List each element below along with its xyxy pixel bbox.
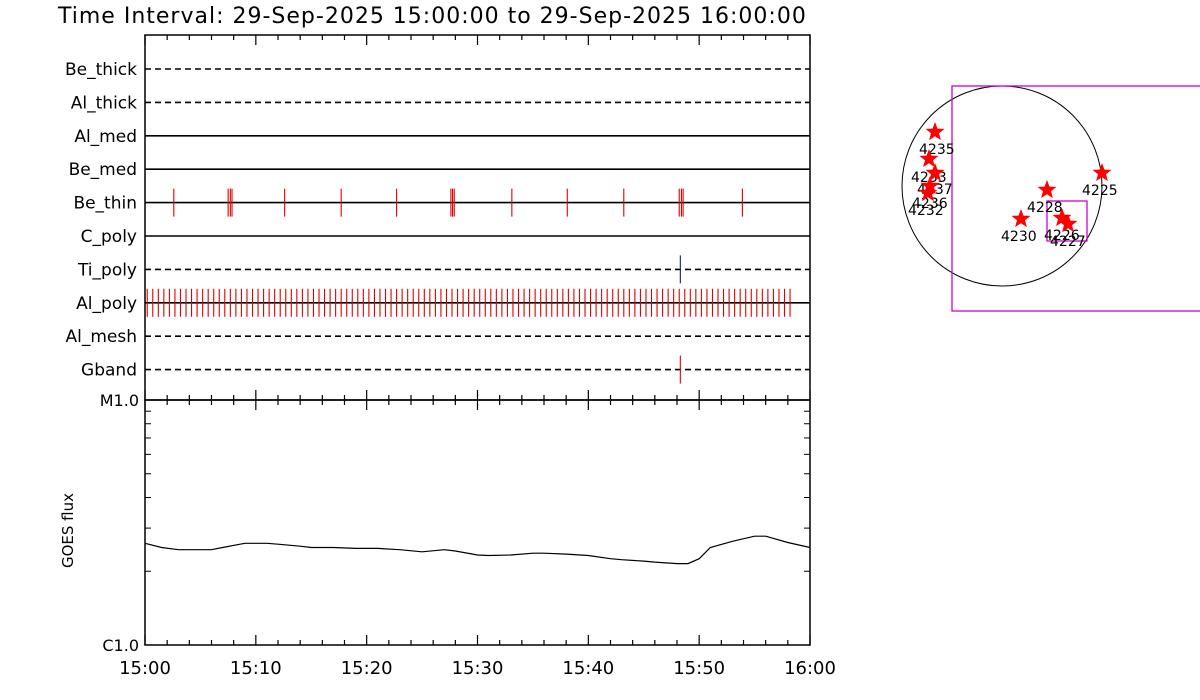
y-axis-label: GOES flux xyxy=(59,493,77,568)
star-marker xyxy=(1011,209,1031,228)
active-region-4230: 4230 xyxy=(1001,209,1037,245)
channel-label: Al_poly xyxy=(76,294,137,314)
active-region-4226: 4226 xyxy=(1044,208,1080,244)
goes-frame xyxy=(144,399,811,646)
active-region-4236: 4236 xyxy=(912,176,948,212)
x-tick-label: 15:20 xyxy=(341,658,393,679)
channel-ti-poly: Ti_poly xyxy=(77,255,810,284)
x-tick-label: 15:50 xyxy=(673,658,725,679)
channel-label: Be_thin xyxy=(73,194,137,214)
x-tick-label: 15:10 xyxy=(230,658,282,679)
region-label: 4226 xyxy=(1044,228,1080,244)
channel-label: Be_med xyxy=(69,160,137,180)
star-marker xyxy=(1052,208,1072,227)
region-label: 4232 xyxy=(908,203,944,219)
star-marker xyxy=(920,176,940,195)
star-marker xyxy=(1092,163,1112,182)
star-marker xyxy=(919,149,939,168)
channel-be-thin: Be_thin xyxy=(73,188,810,217)
channel-gband: Gband xyxy=(81,355,810,384)
star-marker xyxy=(1058,214,1078,233)
channel-al-poly: Al_poly xyxy=(76,288,810,317)
star-marker xyxy=(918,183,938,202)
x-tick-label: 15:30 xyxy=(452,658,504,679)
region-label: 4236 xyxy=(912,196,948,212)
channel-label: Ti_poly xyxy=(77,260,137,280)
channel-label: C_poly xyxy=(81,227,137,247)
star-marker xyxy=(925,163,945,182)
y-tick-label: C1.0 xyxy=(102,636,139,655)
star-marker xyxy=(925,122,945,141)
channel-label: Al_mesh xyxy=(65,327,137,347)
active-region-4228: 4228 xyxy=(1027,180,1063,216)
chart-title: Time Interval: 29-Sep-2025 15:00:00 to 2… xyxy=(57,4,807,29)
time-axis: 15:00 15:10 15:20 15:30 15:40 15:50 16:00 xyxy=(119,35,836,679)
event-timeline-panel: Be_thick Al_thick Al_med Be_med Be_thin C_pol… xyxy=(65,34,811,401)
channel-be-med: Be_med xyxy=(69,160,810,180)
region-label: 4228 xyxy=(1027,200,1063,216)
timeline-frame xyxy=(144,34,811,401)
region-label: 4230 xyxy=(1001,229,1037,245)
channel-al-mesh: Al_mesh xyxy=(65,327,810,347)
active-region-4225: 4225 xyxy=(1082,163,1118,199)
channel-label: Al_thick xyxy=(71,93,137,113)
active-region-4227: 4227 xyxy=(1050,214,1086,250)
goes-flux-line xyxy=(144,535,811,565)
solar-disk-map: 4235423342374236423242284225423042264227 xyxy=(901,85,1200,312)
x-tick-label: 15:00 xyxy=(119,658,171,679)
fov-box xyxy=(951,85,1200,312)
channel-label: Gband xyxy=(81,361,137,381)
channel-be-thick: Be_thick xyxy=(65,60,810,80)
active-region-4235: 4235 xyxy=(919,122,955,158)
y-tick-label: M1.0 xyxy=(100,391,139,410)
active-region-4232: 4232 xyxy=(908,183,944,219)
x-tick-label: 15:40 xyxy=(562,658,614,679)
region-label: 4225 xyxy=(1082,183,1118,199)
star-marker xyxy=(1037,180,1057,199)
region-label: 4227 xyxy=(1050,234,1086,250)
x-tick-label: 16:00 xyxy=(784,658,836,679)
goes-flux-panel: C1.0 M1.0 GOES flux xyxy=(59,391,811,655)
channel-label: Al_med xyxy=(74,127,137,147)
fov-box xyxy=(1046,200,1088,242)
region-label: 4235 xyxy=(919,142,955,158)
channel-al-med: Al_med xyxy=(74,127,810,147)
channel-al-thick: Al_thick xyxy=(71,93,810,113)
channel-c-poly: C_poly xyxy=(81,227,810,247)
channel-label: Be_thick xyxy=(65,60,137,80)
